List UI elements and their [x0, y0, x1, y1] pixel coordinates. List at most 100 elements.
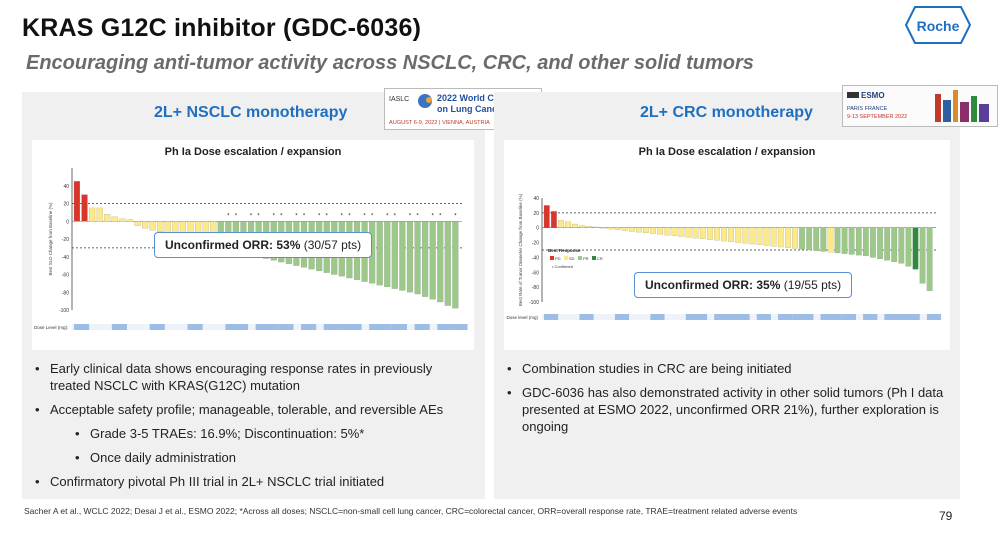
bar [742, 227, 749, 244]
page-title: KRAS G12C inhibitor (GDC-6036) [22, 14, 422, 42]
logo-text: Roche [917, 18, 960, 34]
bar [621, 227, 628, 231]
y-tick-label: 40 [533, 196, 539, 202]
bar [699, 227, 706, 239]
bar [891, 227, 898, 262]
y-tick-label: -40 [532, 255, 539, 261]
dose-cell [721, 314, 736, 320]
nsclc-orr-box: Unconfirmed ORR: 53% (30/57 pts) [154, 232, 373, 258]
dose-cell [863, 314, 878, 320]
bar [614, 227, 621, 231]
confirmed-marker: * [371, 213, 374, 219]
dose-cell [437, 324, 453, 330]
esmo-badge-line3: 9-13 SEPTEMBER 2022 [847, 114, 907, 120]
legend-label: PR [583, 256, 589, 261]
dose-cell [376, 324, 392, 330]
dose-cell [111, 324, 127, 330]
bar [586, 226, 593, 228]
nsclc-bullets: Early clinical data shows encouraging re… [34, 360, 474, 497]
dose-cell [756, 314, 771, 320]
bar [543, 205, 550, 228]
dose-cell [714, 314, 729, 320]
crc-heading: 2L+ CRC monotherapy [640, 104, 813, 121]
bar [714, 227, 720, 241]
bar [452, 221, 459, 309]
dose-cell [301, 324, 317, 330]
dose-cell [346, 324, 362, 330]
esmo-badge-line2: PARIS FRANCE [847, 106, 888, 112]
confirmed-marker: * [432, 213, 435, 219]
y-tick-label: 0 [66, 219, 69, 225]
bar [799, 227, 805, 250]
roche-logo: Roche [905, 6, 971, 44]
bar [919, 227, 926, 284]
confirmed-marker: * [416, 213, 419, 219]
legend-label: CR [597, 256, 603, 261]
confirmed-marker: * [439, 213, 442, 219]
page-number: 79 [939, 509, 953, 523]
list-item: Grade 3-5 TRAEs: 16.9%; Discontinuation:… [74, 425, 474, 442]
dose-cell [735, 314, 750, 320]
confirmed-marker: * [257, 213, 260, 219]
confirmed-marker: * [295, 213, 298, 219]
bar [770, 227, 777, 247]
bar [376, 221, 383, 286]
bar [104, 214, 111, 222]
dose-level-label: Dose Level (mg): [34, 325, 68, 330]
nsclc-orr-value: 53% [276, 238, 301, 252]
confirmed-marker: * [386, 213, 389, 219]
badge-line1: 2022 World Conference [437, 93, 537, 103]
bar [692, 227, 699, 239]
dose-level-label: Dose level (mg) [506, 315, 538, 320]
dose-cell [685, 314, 700, 320]
bar [678, 227, 685, 237]
list-item: Early clinical data shows encouraging re… [34, 360, 474, 394]
bar [600, 227, 607, 229]
confirmed-marker: * [363, 213, 366, 219]
bar [763, 227, 770, 246]
dose-cell [692, 314, 708, 320]
list-item: Combination studies in CRC are being ini… [506, 360, 946, 377]
legend-swatch [592, 256, 596, 260]
bar [912, 227, 919, 270]
bar [384, 221, 391, 288]
bar [664, 227, 671, 236]
dose-cell [414, 324, 430, 330]
y-tick-label: -100 [529, 300, 539, 306]
crc-orr-value: 35% [756, 278, 781, 292]
crc-waterfall-chart: Best Rate of Tumor Diameter Change from … [506, 193, 942, 320]
dose-cell [263, 324, 279, 330]
nsclc-orr-detail: (30/57 pts) [303, 238, 362, 252]
page-subtitle: Encouraging anti-tumor activity across N… [26, 52, 754, 74]
y-axis-label: Best Rate of Tumor Diameter Change from … [518, 193, 523, 306]
bar [898, 227, 905, 264]
crc-orr-detail: (19/55 pts) [783, 278, 842, 292]
y-tick-label: -100 [59, 308, 69, 314]
bar [749, 227, 756, 245]
bar [827, 227, 834, 253]
bar [806, 227, 812, 251]
bar [444, 221, 451, 306]
legend-label: SD [569, 256, 575, 261]
badge-org: IASLC [389, 96, 409, 103]
confirmed-marker: * [341, 213, 344, 219]
esmo-badge: ESMO PARIS FRANCE 9-13 SEPTEMBER 2022 [842, 85, 998, 127]
bar [628, 227, 635, 232]
bar [643, 227, 649, 234]
nsclc-orr-label: Unconfirmed ORR: [165, 238, 273, 252]
dose-cell [926, 314, 942, 320]
confirmed-marker: * [250, 213, 253, 219]
bar [119, 218, 126, 222]
bar [565, 221, 571, 228]
bar [414, 221, 421, 295]
dose-cell [650, 314, 665, 320]
y-tick-label: -20 [532, 241, 539, 247]
bar [437, 221, 444, 303]
bar [657, 227, 664, 235]
dose-cell [799, 314, 814, 320]
bar [905, 227, 912, 267]
dose-cell [452, 324, 468, 330]
legend-label: PD [555, 256, 561, 261]
bar [721, 227, 727, 242]
bar [756, 227, 763, 245]
